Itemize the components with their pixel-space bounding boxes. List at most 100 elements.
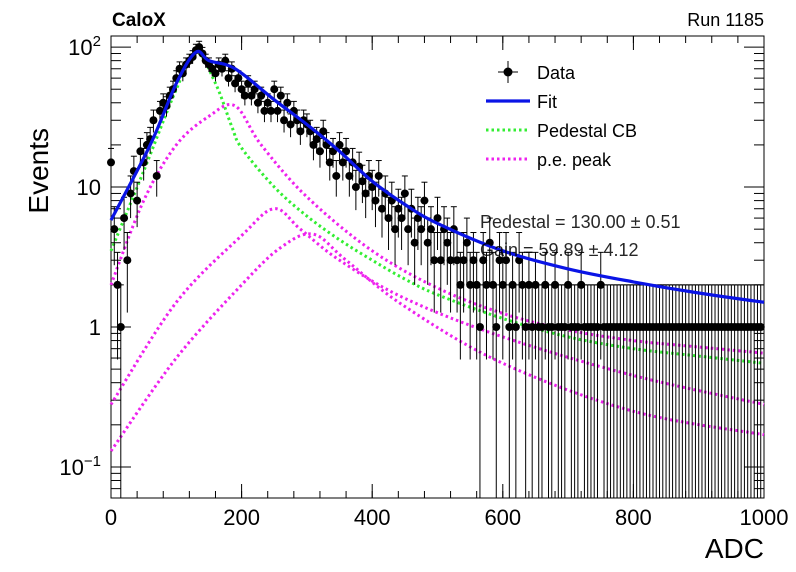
data-point: [495, 256, 504, 265]
data-point: [528, 322, 537, 331]
data-point: [335, 140, 344, 149]
y-tick-label: 1: [89, 315, 101, 340]
data-point: [273, 106, 282, 115]
fit-result-0: Pedestal = 130.00 ± 0.51: [480, 212, 681, 232]
data-point: [120, 214, 129, 223]
data-point: [479, 256, 488, 265]
y-tick-label: 10−1: [59, 453, 101, 480]
data-point: [508, 280, 517, 289]
data-point: [564, 280, 573, 289]
series-p-e-peak-3: [109, 232, 765, 452]
data-point: [136, 147, 145, 156]
data-point: [446, 256, 455, 265]
data-point: [260, 106, 269, 115]
data-point: [325, 158, 334, 167]
data-point: [283, 98, 292, 107]
legend-label: Fit: [537, 92, 557, 112]
data-point: [126, 189, 135, 198]
data-point: [361, 189, 370, 198]
axis-ticks: 0 200 400 600 800 1000 10−1 1 10 102: [59, 33, 788, 530]
fit-result-1: Gain = 59.89 ± 4.12: [480, 240, 639, 260]
x-tick-label: 800: [615, 505, 652, 530]
data-point: [211, 69, 220, 78]
data-point: [110, 225, 119, 234]
data-point: [521, 322, 530, 331]
data-point: [560, 322, 569, 331]
data-point: [430, 256, 439, 265]
data-point: [374, 171, 383, 180]
data-point: [218, 64, 227, 73]
data-point: [377, 204, 386, 213]
data-point: [384, 214, 393, 223]
legend-item-p-e-peak: p.e. peak: [486, 150, 612, 170]
data-point: [492, 322, 501, 331]
data-point: [466, 280, 475, 289]
data-point: [404, 225, 413, 234]
legend-item-data: Data: [498, 61, 576, 83]
data-point: [116, 322, 125, 331]
legend-label: p.e. peak: [537, 150, 612, 170]
data-point: [417, 225, 426, 234]
experiment-label: CaloX: [112, 10, 166, 31]
y-tick-label: 102: [68, 33, 101, 60]
data-point: [475, 322, 484, 331]
data-point: [394, 204, 403, 213]
data-point: [123, 256, 132, 265]
data-point: [315, 147, 324, 156]
data-point: [511, 322, 520, 331]
data-point: [756, 322, 765, 331]
x-tick-label: 200: [223, 505, 260, 530]
data-point: [596, 280, 605, 289]
data-point: [547, 322, 556, 331]
x-tick-label: 600: [484, 505, 521, 530]
data-point: [423, 238, 432, 247]
x-axis-title: ADC: [705, 533, 764, 564]
data-point: [537, 322, 546, 331]
data-point: [413, 214, 422, 223]
data-point: [312, 135, 321, 144]
data-point: [410, 238, 419, 247]
annotations: Pedestal = 130.00 ± 0.51 Gain = 59.89 ± 4…: [480, 212, 681, 260]
data-point: [518, 280, 527, 289]
series-fit: [109, 49, 765, 304]
data-point: [436, 256, 445, 265]
data-point: [531, 280, 540, 289]
data-point: [433, 214, 442, 223]
y-axis-title: Events: [23, 128, 54, 214]
data-point: [391, 225, 400, 234]
data-point: [420, 196, 429, 205]
data-point: [113, 280, 122, 289]
y-tick-label: 10: [77, 175, 101, 200]
data-point: [524, 280, 533, 289]
legend-label: Data: [537, 63, 576, 83]
legend-item-pedestal-cb: Pedestal CB: [486, 121, 637, 141]
data-point: [296, 127, 305, 136]
series-data: [107, 40, 765, 498]
data-point: [345, 171, 354, 180]
data-point: [155, 106, 164, 115]
data-point: [149, 116, 158, 125]
data-point: [133, 196, 142, 205]
data-point: [573, 322, 582, 331]
series-pedestal-cb: [109, 50, 765, 365]
data-point: [338, 158, 347, 167]
series-layer: [107, 40, 765, 498]
data-point: [482, 280, 491, 289]
data-point: [593, 322, 602, 331]
data-point: [577, 280, 586, 289]
data-point: [541, 280, 550, 289]
data-point: [505, 322, 514, 331]
data-point: [195, 43, 204, 52]
data-point: [240, 91, 249, 100]
data-point: [368, 183, 377, 192]
legend-marker: [503, 67, 513, 77]
data-point: [107, 158, 115, 167]
data-point: [270, 85, 279, 94]
data-point: [152, 171, 161, 180]
data-point: [224, 74, 233, 83]
data-point: [253, 98, 262, 107]
data-point: [502, 256, 511, 265]
data-point: [397, 214, 406, 223]
data-point: [332, 171, 341, 180]
